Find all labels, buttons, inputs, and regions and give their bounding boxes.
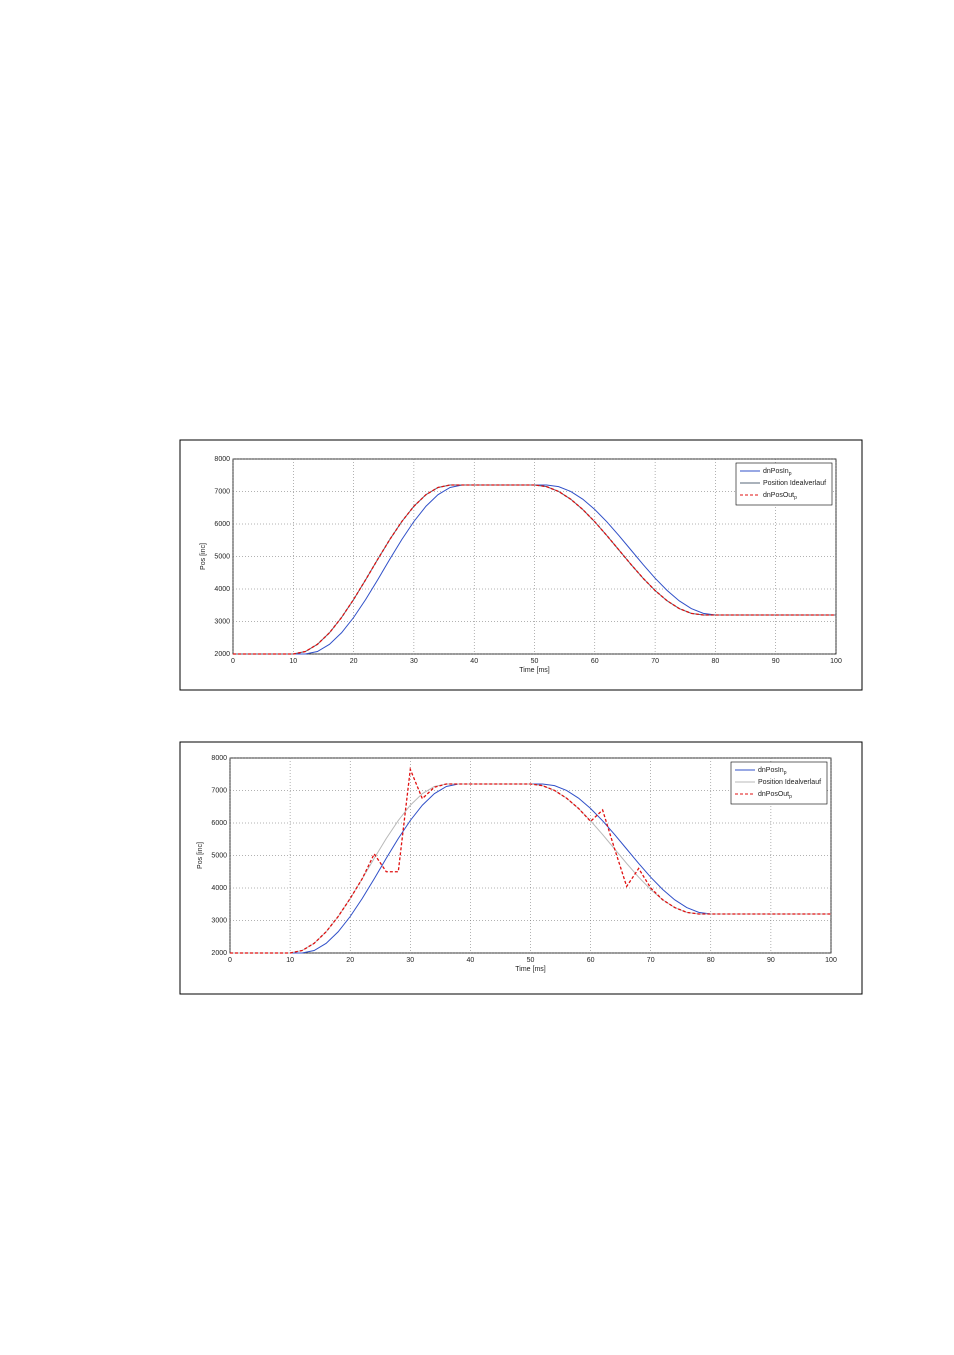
x-tick-label: 40 (467, 957, 475, 964)
y-tick-label: 5000 (211, 852, 227, 859)
data-line (230, 766, 831, 954)
data-line (233, 484, 836, 655)
legend-label: dnPosInp (758, 767, 787, 776)
x-tick-label: 80 (707, 957, 715, 964)
legend-label: Position Idealverlauf (763, 480, 826, 487)
y-tick-label: 7000 (211, 787, 227, 794)
y-tick-label: 3000 (214, 618, 230, 625)
legend-label: dnPosInp (763, 468, 792, 477)
y-tick-label: 5000 (214, 553, 230, 560)
y-tick-label: 6000 (211, 820, 227, 827)
x-tick-label: 100 (830, 658, 842, 665)
legend-box (735, 462, 833, 506)
x-tick-label: 100 (825, 957, 837, 964)
x-tick-label: 0 (231, 658, 235, 665)
x-axis-label: Time [ms] (519, 667, 550, 674)
x-tick-label: 30 (410, 658, 418, 665)
x-tick-label: 10 (286, 957, 294, 964)
legend-label: Position Idealverlauf (758, 779, 821, 786)
legend-name: dnPosIn (758, 767, 784, 774)
x-tick-label: 60 (591, 658, 599, 665)
x-tick-label: 80 (712, 658, 720, 665)
y-tick-label: 6000 (214, 521, 230, 528)
legend-subscript: p (789, 794, 792, 800)
x-axis-label: Time [ms] (515, 966, 546, 973)
x-tick-label: 20 (350, 658, 358, 665)
x-tick-label: 0 (228, 957, 232, 964)
legend-name: dnPosIn (763, 468, 789, 475)
y-tick-label: 2000 (211, 950, 227, 957)
y-tick-label: 8000 (211, 755, 227, 762)
legend-subscript: p (789, 471, 792, 477)
y-tick-label: 4000 (211, 885, 227, 892)
x-tick-label: 70 (647, 957, 655, 964)
x-tick-label: 50 (531, 658, 539, 665)
legend-label: dnPosOutp (763, 492, 797, 501)
legend-name: Position Idealverlauf (763, 480, 826, 487)
y-axis-label: Pos [inc] (200, 543, 207, 570)
x-tick-label: 20 (346, 957, 354, 964)
x-tick-label: 90 (772, 658, 780, 665)
legend-label: dnPosOutp (758, 791, 792, 800)
legend-box (730, 761, 828, 805)
legend-name: Position Idealverlauf (758, 779, 821, 786)
y-tick-label: 2000 (214, 651, 230, 658)
x-tick-label: 70 (651, 658, 659, 665)
legend-name: dnPosOut (763, 492, 794, 499)
chart: 0 10 20 30 40 50 60 70 80 90 100 2000 3000 4000 5000 60… (179, 741, 863, 995)
x-tick-label: 10 (289, 658, 297, 665)
chart: 0 10 20 30 40 50 60 70 80 90 100 2000 3000 4000 5000 60… (179, 439, 863, 691)
x-tick-label: 60 (587, 957, 595, 964)
y-axis-label: Pos [inc] (197, 842, 204, 869)
legend-name: dnPosOut (758, 791, 789, 798)
y-tick-label: 7000 (214, 488, 230, 495)
legend-subscript: p (784, 770, 787, 776)
y-tick-label: 3000 (211, 917, 227, 924)
x-tick-label: 40 (470, 658, 478, 665)
legend-subscript: p (794, 495, 797, 501)
x-tick-label: 30 (406, 957, 414, 964)
y-tick-label: 8000 (214, 456, 230, 463)
x-tick-label: 90 (767, 957, 775, 964)
x-tick-label: 50 (527, 957, 535, 964)
y-tick-label: 4000 (214, 586, 230, 593)
